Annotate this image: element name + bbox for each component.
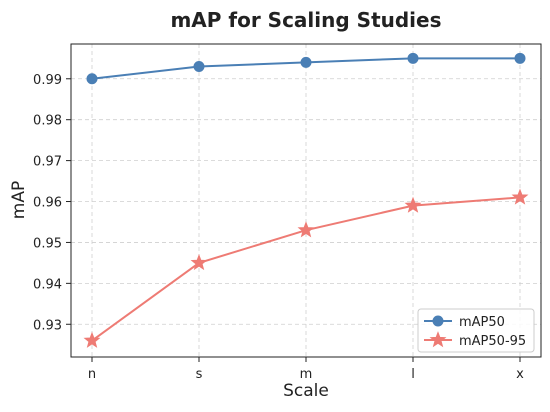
legend: mAP50 mAP50-95	[417, 308, 535, 353]
legend-box	[417, 308, 535, 353]
chart-title: mAP for Scaling Studies	[170, 8, 441, 32]
legend-label-map50-95: mAP50-95	[459, 334, 526, 349]
x-tick-label: s	[196, 367, 203, 382]
x-tick-label: n	[88, 367, 96, 382]
y-tick-label: 0.95	[33, 236, 62, 251]
y-tick-label: 0.93	[33, 318, 62, 333]
y-tick-label: 0.99	[33, 73, 62, 88]
data-point-map50-95	[190, 254, 208, 271]
data-point-map50-95	[511, 188, 529, 205]
x-tick-label: l	[411, 367, 415, 382]
data-point-map50	[407, 52, 419, 64]
y-tick-label: 0.94	[33, 277, 62, 292]
x-tick-label: x	[516, 367, 524, 382]
data-point-map50-95	[83, 331, 101, 348]
y-tick-label: 0.98	[33, 114, 62, 129]
legend-label-map50: mAP50	[459, 315, 505, 330]
x-axis-label: Scale	[283, 381, 329, 401]
legend-marker-map50	[432, 315, 444, 327]
y-axis-label: mAP	[9, 181, 29, 219]
data-point-map50	[193, 61, 205, 73]
x-tick-label: m	[300, 367, 313, 382]
data-point-map50	[514, 52, 526, 64]
series-lines	[83, 52, 529, 348]
axes: n s m l x 0.93 0.94 0.95 0.96 0.97 0.98 0.99	[33, 73, 524, 382]
data-point-map50-95	[404, 196, 422, 213]
y-tick-label: 0.96	[33, 196, 62, 211]
data-point-map50-95	[297, 221, 315, 238]
data-point-map50	[300, 56, 312, 68]
y-tick-label: 0.97	[33, 155, 62, 170]
data-point-map50	[86, 73, 98, 85]
legend-marker-map50-95	[429, 331, 447, 348]
plot-frame	[70, 43, 542, 358]
